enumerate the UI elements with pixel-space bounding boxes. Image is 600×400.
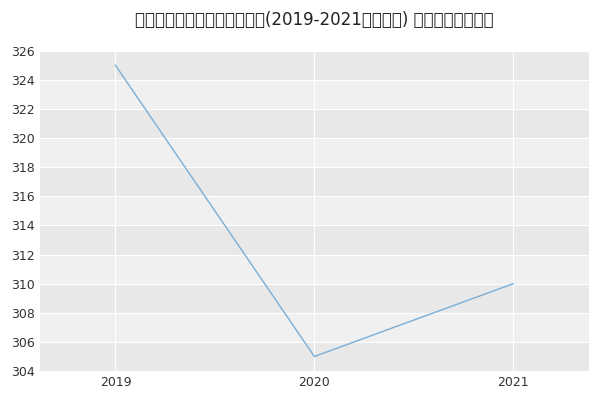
Title: 同济大学地质资源与地质工程(2019-2021历年复试) 研究生录取分数线: 同济大学地质资源与地质工程(2019-2021历年复试) 研究生录取分数线 [135,11,494,29]
Bar [40,284,589,313]
Bar [40,167,589,196]
Bar [40,80,589,109]
Bar [40,313,589,342]
Bar [40,51,589,80]
Bar [40,342,589,371]
Bar [40,109,589,138]
Bar [40,226,589,254]
Bar [40,138,589,167]
Bar [40,254,589,284]
Bar [40,196,589,226]
